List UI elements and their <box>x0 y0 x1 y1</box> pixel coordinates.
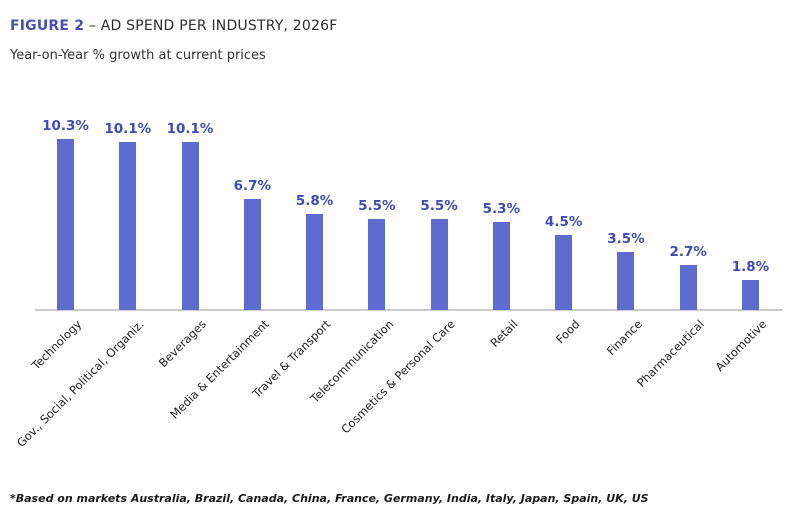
bar-beverages <box>181 142 199 310</box>
bar-automotive <box>741 280 759 310</box>
value-label-travel-transport: 5.8% <box>295 192 334 209</box>
bar-media-entertainment <box>243 198 261 310</box>
bar-pharmaceutical <box>679 265 697 310</box>
value-label-cosmetics-personal-care: 5.5% <box>420 197 458 214</box>
category-label-gov-social-political-organiz: Gov., Social, Political, Organiz. <box>13 317 147 450</box>
category-label-technology: Technology <box>28 317 85 373</box>
bar-gov-social-political-organiz <box>119 142 137 310</box>
bar-technology <box>57 139 74 310</box>
value-label-beverages: 10.1% <box>166 121 214 138</box>
bar-cosmetics-personal-care <box>430 218 448 310</box>
figure-title: FIGURE 2 – AD SPEND PER INDUSTRY, 2026F <box>10 18 338 34</box>
figure-subtitle: Year-on-Year % growth at current prices <box>10 48 266 63</box>
value-label-media-entertainment: 6.7% <box>233 177 272 194</box>
footnote: *Based on markets Australia, Brazil, Can… <box>10 492 649 505</box>
value-label-technology: 10.3% <box>42 118 89 135</box>
value-label-telecommunication: 5.5% <box>358 197 396 214</box>
figure-title-text: – AD SPEND PER INDUSTRY, 2026F <box>84 18 338 34</box>
value-label-gov-social-political-organiz: 10.1% <box>104 121 152 138</box>
bar-telecommunication <box>368 218 386 310</box>
bar-travel-transport <box>306 213 324 310</box>
category-label-finance: Finance <box>603 317 645 359</box>
category-label-food: Food <box>553 317 583 347</box>
value-label-pharmaceutical: 2.7% <box>669 244 707 261</box>
category-label-retail: Retail <box>487 317 521 350</box>
value-label-finance: 3.5% <box>607 230 645 247</box>
category-label-automotive: Automotive <box>712 317 770 374</box>
x-axis-line <box>35 309 783 311</box>
category-label-pharmaceutical: Pharmaceutical <box>634 317 708 390</box>
category-label-cosmetics-personal-care: Cosmetics & Personal Care <box>338 317 459 437</box>
bar-food <box>555 235 573 310</box>
value-label-food: 4.5% <box>544 214 583 231</box>
value-label-automotive: 1.8% <box>731 259 770 276</box>
figure-number-label: FIGURE 2 <box>10 18 85 34</box>
bar-retail <box>492 222 510 310</box>
category-label-beverages: Beverages <box>155 317 209 371</box>
bar-finance <box>617 251 635 310</box>
value-label-retail: 5.3% <box>482 201 521 218</box>
